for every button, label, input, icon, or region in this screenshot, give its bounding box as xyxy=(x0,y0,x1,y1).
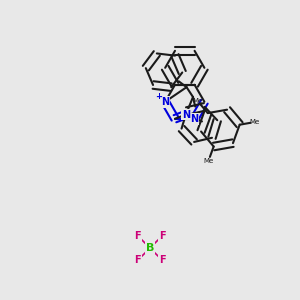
Text: F: F xyxy=(159,255,166,265)
Text: B: B xyxy=(146,243,154,253)
Text: +: + xyxy=(155,92,162,100)
Text: F: F xyxy=(134,255,141,265)
Text: N: N xyxy=(161,97,169,107)
Text: Me: Me xyxy=(203,158,214,164)
Text: N: N xyxy=(182,110,190,120)
Text: N: N xyxy=(190,114,199,124)
Text: F: F xyxy=(159,231,166,241)
Text: Me: Me xyxy=(250,119,260,125)
Text: Me: Me xyxy=(193,98,203,104)
Text: F: F xyxy=(134,231,141,241)
